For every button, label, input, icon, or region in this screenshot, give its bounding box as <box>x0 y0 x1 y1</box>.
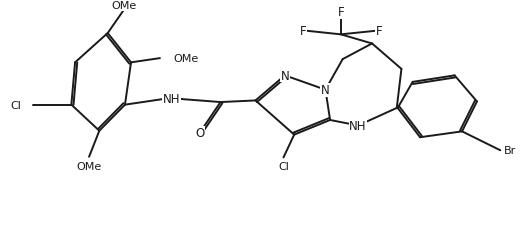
Text: OMe: OMe <box>174 54 199 64</box>
Text: NH: NH <box>349 119 367 132</box>
Text: F: F <box>338 6 344 19</box>
Text: Br: Br <box>504 146 517 155</box>
Text: Cl: Cl <box>10 100 22 110</box>
Text: F: F <box>376 25 382 38</box>
Text: NH: NH <box>163 93 181 106</box>
Text: O: O <box>195 127 204 140</box>
Text: F: F <box>300 25 307 38</box>
Text: Cl: Cl <box>278 162 289 172</box>
Text: N: N <box>280 70 289 82</box>
Text: OMe: OMe <box>111 1 136 11</box>
Text: N: N <box>321 84 330 97</box>
Text: OMe: OMe <box>77 161 102 171</box>
